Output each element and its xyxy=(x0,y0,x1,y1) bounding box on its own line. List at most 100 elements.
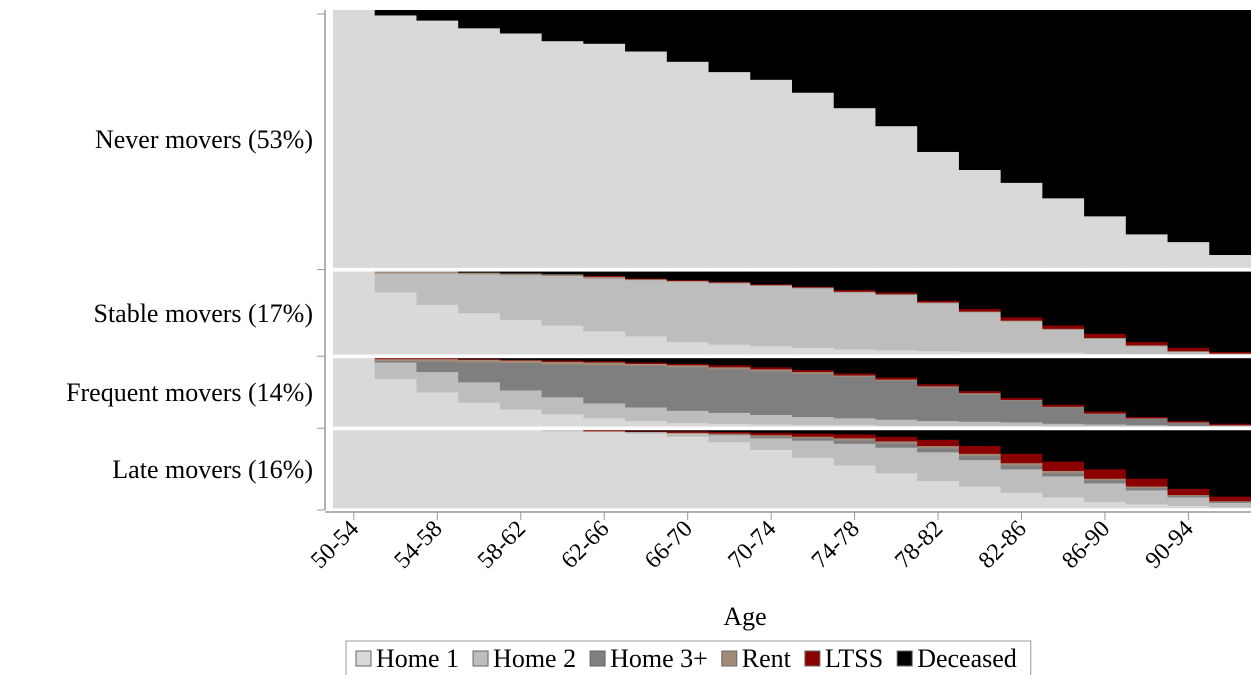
sequence-segment xyxy=(541,275,584,326)
sequence-segment xyxy=(583,276,626,279)
sequence-segment xyxy=(1042,407,1085,424)
sequence-segment xyxy=(792,440,835,458)
sequence-segment xyxy=(1084,271,1127,334)
sequence-segment xyxy=(458,274,501,314)
sequence-segment xyxy=(1042,352,1085,355)
sequence-segment xyxy=(625,10,668,52)
sequence-segment xyxy=(458,28,501,268)
sequence-segment xyxy=(875,441,918,444)
sequence-segment xyxy=(1209,501,1251,503)
sequence-segment xyxy=(1042,470,1085,474)
sequence-segment xyxy=(499,10,543,34)
sequence-segment xyxy=(416,361,459,373)
sequence-segment xyxy=(958,308,1002,312)
sequence-segment xyxy=(750,79,793,268)
sequence-segment xyxy=(1167,425,1210,427)
x-tick-label: 78-82 xyxy=(890,516,948,574)
sequence-segment xyxy=(917,151,960,268)
sequence-segment xyxy=(1042,476,1085,498)
sequence-segment xyxy=(958,430,1002,447)
legend-box xyxy=(345,640,1032,675)
sequence-segment xyxy=(499,430,543,509)
sequence-segment xyxy=(875,293,918,296)
sequence-segment xyxy=(750,432,793,436)
sequence-segment xyxy=(792,436,835,439)
sequence-segment xyxy=(458,362,501,383)
sequence-segment xyxy=(833,375,876,377)
sequence-segment xyxy=(1209,351,1251,354)
sequence-segment xyxy=(499,362,543,391)
sequence-segment xyxy=(833,434,876,439)
sequence-segment xyxy=(833,438,876,441)
sequence-segment xyxy=(499,390,543,410)
sequence-segment xyxy=(875,379,918,381)
sequence-segment xyxy=(792,416,835,426)
sequence-segment xyxy=(1209,423,1251,426)
sequence-segment xyxy=(541,430,584,432)
sequence-segment xyxy=(958,312,1002,353)
sequence-segment xyxy=(1209,502,1251,508)
sequence-segment xyxy=(374,358,417,362)
sequence-segment xyxy=(1000,462,1043,466)
sequence-segment xyxy=(666,281,710,343)
sequence-segment xyxy=(583,360,626,363)
sequence-segment xyxy=(1042,473,1085,477)
sequence-segment xyxy=(1125,478,1169,487)
sequence-segment xyxy=(1042,404,1085,407)
sequence-segment xyxy=(750,424,793,427)
legend-label: Home 1 xyxy=(376,644,459,673)
sequence-segment xyxy=(583,430,626,432)
sequence-segment xyxy=(1084,469,1127,479)
legend-swatch xyxy=(589,650,606,667)
sequence-segment xyxy=(1209,10,1251,256)
sequence-segment xyxy=(458,358,501,360)
sequence-segment xyxy=(958,425,1002,427)
sequence-segment xyxy=(833,430,876,435)
sequence-segment xyxy=(708,281,751,283)
sequence-segment xyxy=(1000,399,1043,401)
sequence-segment xyxy=(541,274,584,277)
sequence-segment xyxy=(666,433,710,437)
sequence-segment xyxy=(333,358,376,427)
sequence-segment xyxy=(416,392,459,427)
sequence-segment xyxy=(1125,424,1169,427)
sequence-segment xyxy=(541,358,584,361)
sequence-segment xyxy=(458,358,501,360)
sequence-segment xyxy=(833,107,876,268)
x-tick-label: 90-94 xyxy=(1141,516,1199,574)
sequence-segment xyxy=(374,360,417,363)
sequence-segment xyxy=(875,350,918,355)
legend-label: Deceased xyxy=(917,644,1017,673)
sequence-segment xyxy=(833,358,876,374)
sequence-segment xyxy=(750,369,793,372)
sequence-segment xyxy=(541,431,584,509)
sequence-segment xyxy=(1209,507,1251,509)
sequence-segment xyxy=(499,358,543,360)
sequence-segment xyxy=(1209,501,1251,503)
sequence-segment xyxy=(374,430,417,509)
sequence-segment xyxy=(833,440,876,444)
sequence-segment xyxy=(1042,461,1085,471)
sequence-segment xyxy=(374,292,417,355)
sequence-segment xyxy=(1167,241,1210,268)
sequence-segment xyxy=(958,394,1002,422)
sequence-segment xyxy=(917,452,960,482)
sequence-segment xyxy=(708,433,751,435)
sequence-segment xyxy=(958,392,1002,395)
sequence-segment xyxy=(958,459,1002,487)
sequence-segment xyxy=(416,10,459,21)
sequence-segment xyxy=(625,336,668,355)
sequence-segment xyxy=(1209,353,1251,355)
sequence-segment xyxy=(1167,271,1210,348)
sequence-segment xyxy=(792,457,835,509)
sequence-segment xyxy=(917,302,960,352)
sequence-segment xyxy=(1084,413,1127,425)
sequence-segment xyxy=(1042,10,1085,199)
sequence-segment xyxy=(1000,400,1043,423)
sequence-segment xyxy=(666,10,710,62)
sequence-segment xyxy=(583,10,626,44)
sequence-segment xyxy=(917,386,960,388)
sequence-segment xyxy=(666,61,710,268)
sequence-segment xyxy=(1209,424,1251,426)
sequence-segment xyxy=(1000,321,1043,353)
